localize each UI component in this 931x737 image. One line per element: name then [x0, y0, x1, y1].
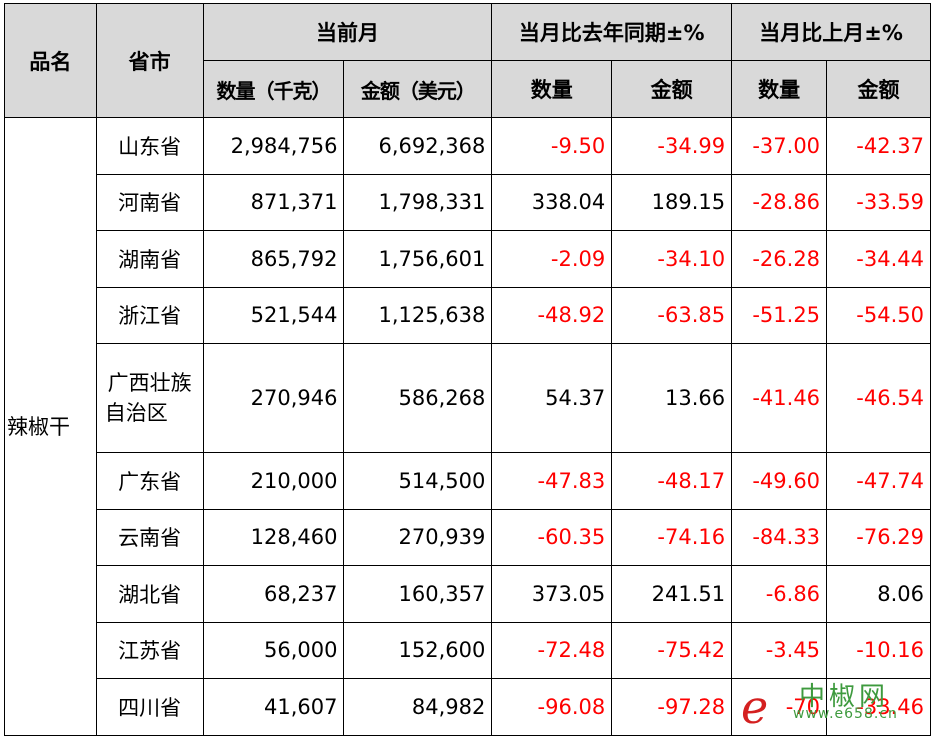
- mom-amount-cell: -33.59: [826, 173, 931, 231]
- amount-cell: 270,939: [343, 508, 493, 566]
- logo-e-icon: e: [741, 680, 769, 734]
- mom-amount-cell: -10.16: [826, 621, 931, 679]
- mom-qty-cell: -41.46: [731, 343, 828, 453]
- header-yoy: 当月比去年同期±%: [491, 3, 733, 61]
- qty-cell: 521,544: [202, 286, 345, 344]
- qty-cell: 68,237: [202, 565, 345, 623]
- yoy-amount-cell: -74.16: [611, 508, 733, 566]
- qty-cell: 56,000: [202, 621, 345, 679]
- amount-cell: 1,798,331: [343, 173, 493, 231]
- mom-qty-cell: -37.00: [731, 117, 828, 175]
- mom-amount-cell: -46.54: [826, 343, 931, 453]
- amount-cell: 6,692,368: [343, 117, 493, 175]
- table-row: 四川省 41,607 84,982 -96.08 -97.28 -70 -33.…: [5, 678, 931, 736]
- header-current-month: 当前月: [202, 3, 493, 61]
- pepper-export-table: 品名 省市 当前月 当月比去年同期±% 当月比上月±% 数量（千克） 金额（美元…: [4, 3, 931, 736]
- watermark-site-name: 中椒网: [799, 682, 890, 712]
- yoy-amount-cell: 241.51: [611, 565, 733, 623]
- table-row: 辣椒干 山东省 2,984,756 6,692,368 -9.50 -34.99…: [4, 117, 931, 736]
- amount-cell: 586,268: [343, 343, 493, 453]
- mom-qty-cell: -28.86: [731, 173, 828, 231]
- yoy-qty-cell: -47.83: [491, 452, 613, 510]
- mom-qty-cell: -3.45: [731, 621, 828, 679]
- yoy-amount-cell: -34.99: [611, 117, 733, 175]
- yoy-amount-cell: -34.10: [611, 230, 733, 288]
- qty-cell: 865,792: [202, 230, 345, 288]
- yoy-amount-cell: 13.66: [611, 343, 733, 453]
- province-cell: 云南省: [95, 508, 204, 566]
- qty-cell: 2,984,756: [202, 117, 345, 175]
- province-cell: 湖北省: [95, 565, 204, 623]
- mom-qty-cell: -51.25: [731, 286, 828, 344]
- header-mom-qty: 数量: [731, 60, 828, 118]
- yoy-qty-cell: -2.09: [491, 230, 613, 288]
- province-cell: 广西壮族 自治区: [95, 343, 204, 453]
- mom-amount-cell: -42.37: [826, 117, 931, 175]
- qty-cell: 210,000: [202, 452, 345, 510]
- qty-cell: 41,607: [202, 678, 345, 736]
- province-line: 自治区: [104, 401, 168, 425]
- yoy-amount-cell: -63.85: [611, 286, 733, 344]
- amount-cell: 152,600: [343, 621, 493, 679]
- mom-qty-cell: -84.33: [731, 508, 828, 566]
- watermark-url: www.e658.cn: [793, 706, 898, 722]
- header-amount-usd: 金额（美元）: [343, 60, 493, 118]
- province-cell: 浙江省: [95, 286, 204, 344]
- amount-cell: 84,982: [343, 678, 493, 736]
- header-qty-kg: 数量（千克）: [202, 60, 345, 118]
- qty-cell: 128,460: [202, 508, 345, 566]
- table-row: 湖南省 865,792 1,756,601 -2.09 -34.10 -26.2…: [5, 230, 931, 288]
- header-mom-amount: 金额: [826, 60, 931, 118]
- mom-amount-cell: -34.44: [826, 230, 931, 288]
- province-line: 广西壮族: [107, 371, 192, 395]
- mom-qty-cell: -6.86: [731, 565, 828, 623]
- table-row: 河南省 871,371 1,798,331 338.04 189.15 -28.…: [5, 173, 931, 231]
- province-cell: 四川省: [95, 678, 204, 736]
- yoy-qty-cell: -60.35: [491, 508, 613, 566]
- mom-amount-cell: -54.50: [826, 286, 931, 344]
- yoy-amount-cell: -75.42: [611, 621, 733, 679]
- header-yoy-qty: 数量: [491, 60, 613, 118]
- header-yoy-amount: 金额: [611, 60, 733, 118]
- header-province: 省市: [95, 3, 204, 118]
- yoy-qty-cell: 338.04: [491, 173, 613, 231]
- amount-cell: 1,756,601: [343, 230, 493, 288]
- header-mom: 当月比上月±%: [731, 3, 931, 61]
- header-product: 品名: [4, 3, 97, 118]
- province-cell: 广东省: [95, 452, 204, 510]
- watermark-logo: e 中椒网 www.e658.cn: [741, 680, 921, 734]
- yoy-qty-cell: 54.37: [491, 343, 613, 453]
- qty-cell: 270,946: [202, 343, 345, 453]
- province-cell: 山东省: [95, 117, 204, 175]
- mom-amount-cell: -33.46: [826, 678, 931, 736]
- table-row: 浙江省 521,544 1,125,638 -48.92 -63.85 -51.…: [5, 286, 931, 344]
- qty-cell: 871,371: [202, 173, 345, 231]
- table-row: 广西壮族 自治区 270,946 586,268 54.37 13.66 -41…: [5, 343, 931, 453]
- yoy-qty-cell: 373.05: [491, 565, 613, 623]
- amount-cell: 514,500: [343, 452, 493, 510]
- mom-qty-cell: -70: [731, 678, 828, 736]
- table-row: 云南省 128,460 270,939 -60.35 -74.16 -84.33…: [5, 508, 931, 566]
- amount-cell: 160,357: [343, 565, 493, 623]
- table-row: 江苏省 56,000 152,600 -72.48 -75.42 -3.45 -…: [5, 621, 931, 679]
- mom-amount-cell: -76.29: [826, 508, 931, 566]
- table-row: 湖北省 68,237 160,357 373.05 241.51 -6.86 8…: [5, 565, 931, 623]
- province-cell: 湖南省: [95, 230, 204, 288]
- mom-amount-cell: 8.06: [826, 565, 931, 623]
- yoy-amount-cell: 189.15: [611, 173, 733, 231]
- yoy-amount-cell: -97.28: [611, 678, 733, 736]
- yoy-qty-cell: -72.48: [491, 621, 613, 679]
- province-cell: 江苏省: [95, 621, 204, 679]
- province-cell: 河南省: [95, 173, 204, 231]
- table-row: 广东省 210,000 514,500 -47.83 -48.17 -49.60…: [5, 452, 931, 510]
- mom-amount-cell: -47.74: [826, 452, 931, 510]
- yoy-qty-cell: -9.50: [491, 117, 613, 175]
- amount-cell: 1,125,638: [343, 286, 493, 344]
- product-name: 辣椒干: [4, 117, 97, 736]
- mom-qty-cell: -26.28: [731, 230, 828, 288]
- mom-qty-cell: -49.60: [731, 452, 828, 510]
- yoy-qty-cell: -48.92: [491, 286, 613, 344]
- yoy-qty-cell: -96.08: [491, 678, 613, 736]
- yoy-amount-cell: -48.17: [611, 452, 733, 510]
